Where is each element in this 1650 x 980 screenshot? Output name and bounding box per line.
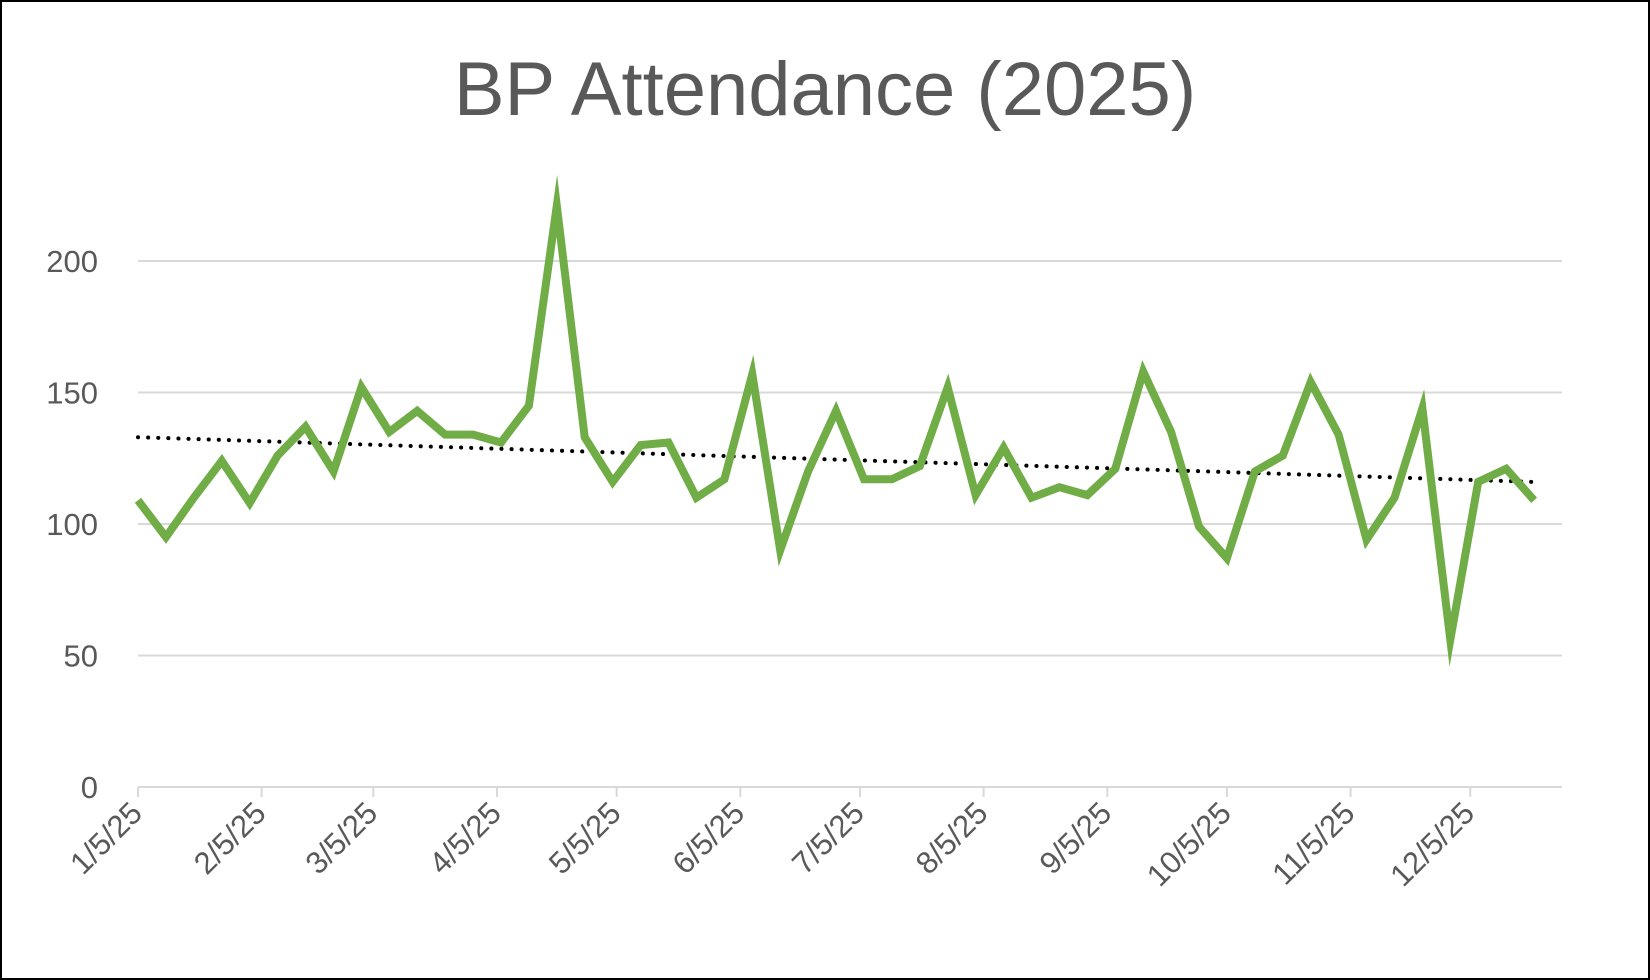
data-point bbox=[1226, 557, 1228, 559]
y-tick-label: 50 bbox=[64, 639, 98, 674]
data-point bbox=[1310, 381, 1312, 383]
y-tick-label: 100 bbox=[46, 507, 98, 542]
data-point bbox=[891, 478, 893, 480]
data-point bbox=[277, 455, 279, 457]
data-point bbox=[751, 373, 753, 375]
data-point bbox=[612, 481, 614, 483]
data-point bbox=[472, 434, 474, 436]
data-point bbox=[1058, 486, 1060, 488]
data-point bbox=[1505, 468, 1507, 470]
data-point bbox=[1421, 407, 1423, 409]
data-point bbox=[305, 426, 307, 428]
data-point bbox=[835, 410, 837, 412]
x-tick-label: 12/5/25 bbox=[1383, 795, 1481, 893]
data-point bbox=[360, 386, 362, 388]
x-tick-label: 2/5/25 bbox=[187, 795, 273, 881]
data-point bbox=[416, 410, 418, 412]
data-point bbox=[249, 502, 251, 504]
x-tick-label: 6/5/25 bbox=[666, 795, 752, 881]
data-point bbox=[975, 494, 977, 496]
x-tick-label: 3/5/25 bbox=[299, 795, 385, 881]
data-point bbox=[1170, 431, 1172, 433]
data-point bbox=[332, 470, 334, 472]
data-point bbox=[779, 549, 781, 551]
trendline bbox=[136, 435, 1537, 484]
data-point bbox=[1282, 455, 1284, 457]
data-point bbox=[444, 434, 446, 436]
data-point bbox=[388, 431, 390, 433]
data-point bbox=[137, 499, 139, 501]
data-point bbox=[221, 460, 223, 462]
x-tick-label: 7/5/25 bbox=[785, 795, 871, 881]
data-point bbox=[723, 478, 725, 480]
y-tick-label: 200 bbox=[46, 244, 98, 279]
x-tick-label: 11/5/25 bbox=[1265, 795, 1361, 891]
y-tick-label: 0 bbox=[81, 770, 98, 805]
data-point bbox=[640, 444, 642, 446]
data-point bbox=[584, 436, 586, 438]
data-point bbox=[1142, 370, 1144, 372]
x-tick-label: 10/5/25 bbox=[1140, 795, 1238, 893]
data-point bbox=[528, 405, 530, 407]
data-point bbox=[165, 536, 167, 538]
data-point bbox=[193, 497, 195, 499]
y-axis-tick-labels: 0 50 100 150 200 bbox=[46, 244, 98, 805]
data-point bbox=[1533, 499, 1535, 501]
data-point bbox=[556, 205, 558, 207]
x-tick-label: 5/5/25 bbox=[542, 795, 628, 881]
data-point bbox=[1477, 481, 1479, 483]
x-tick-label: 1/5/25 bbox=[63, 795, 149, 881]
data-point bbox=[1254, 470, 1256, 472]
data-point bbox=[919, 465, 921, 467]
data-point bbox=[1030, 497, 1032, 499]
data-point bbox=[1086, 494, 1088, 496]
data-point bbox=[863, 478, 865, 480]
data-point bbox=[807, 470, 809, 472]
data-point bbox=[1114, 468, 1116, 470]
data-point bbox=[668, 441, 670, 443]
x-tick-label: 9/5/25 bbox=[1033, 795, 1119, 881]
x-axis-tick-labels: 1/5/25 2/5/25 3/5/25 4/5/25 5/5/25 6/5/25 7/5/… bbox=[63, 795, 1481, 893]
data-point bbox=[947, 386, 949, 388]
data-point bbox=[1393, 497, 1395, 499]
chart-title: BP Attendance (2025) bbox=[454, 47, 1196, 132]
data-point bbox=[695, 497, 697, 499]
data-point bbox=[500, 441, 502, 443]
gridlines bbox=[138, 260, 1562, 657]
data-point bbox=[1366, 539, 1368, 541]
y-tick-label: 150 bbox=[46, 376, 98, 411]
data-point bbox=[1198, 526, 1200, 528]
data-point bbox=[1338, 434, 1340, 436]
series-line bbox=[134, 174, 1538, 667]
x-tick-label: 4/5/25 bbox=[422, 795, 508, 881]
data-point bbox=[1449, 639, 1451, 641]
trendline-layer bbox=[136, 435, 1537, 484]
x-axis bbox=[137, 786, 1562, 797]
x-tick-label: 8/5/25 bbox=[909, 795, 995, 881]
data-point bbox=[1003, 447, 1005, 449]
series-layer bbox=[134, 174, 1538, 667]
